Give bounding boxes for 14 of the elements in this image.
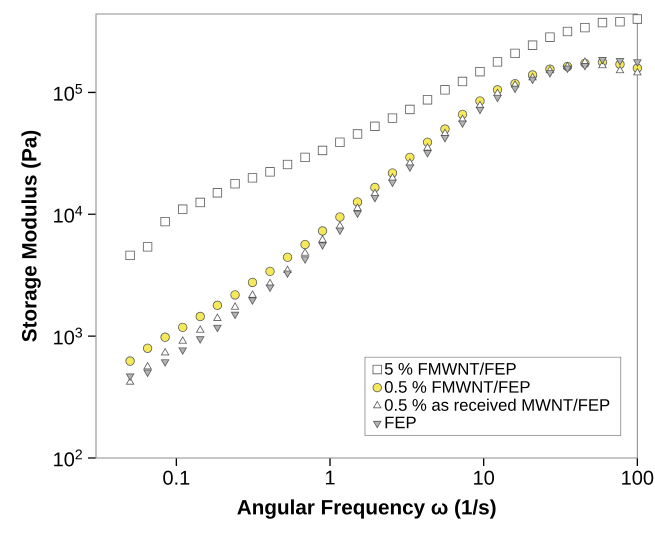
y-axis-title: Storage Modulus (Pa) — [21, 130, 41, 342]
x-tick-label: 100 — [622, 470, 654, 485]
y-tick-label: 10$^{3}$ — [54, 328, 82, 345]
y-tick-label: 10$^{5}$ — [54, 84, 82, 101]
legend-label: 5 % FMWNT/FEP — [384, 362, 516, 375]
legend-label: 0.5 % as received MWNT/FEP — [384, 398, 610, 411]
y-tick-label: 10$^{2}$ — [54, 450, 82, 466]
x-tick-label: 0.1 — [163, 470, 190, 485]
x-tick-label: 1 — [326, 470, 335, 484]
legend-label: 0.5 % FMWNT/FEP — [384, 380, 530, 393]
legend-label: FEP — [386, 416, 416, 428]
x-axis-title: Angular Frequency ω (1/s) — [237, 499, 496, 519]
x-tick-label: 10 — [474, 470, 494, 485]
y-tick-label: 10$^{4}$ — [54, 206, 82, 223]
